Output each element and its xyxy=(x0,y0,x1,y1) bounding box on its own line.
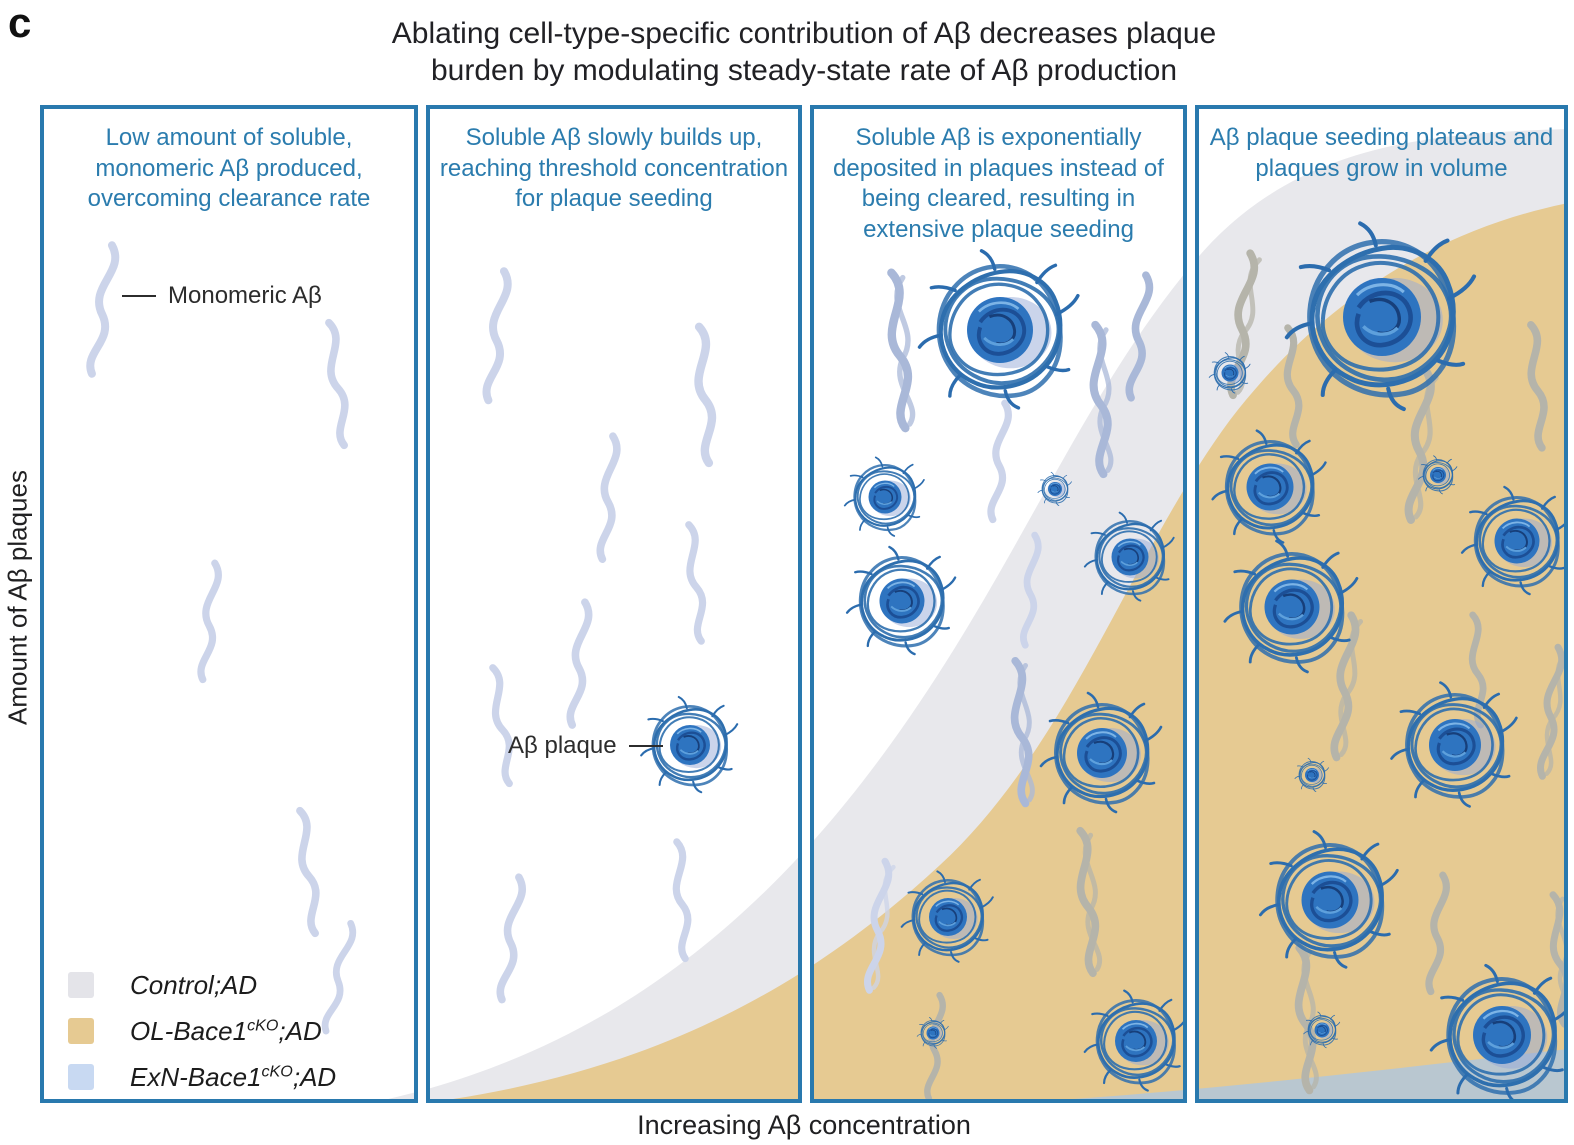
legend-label-ol-text: OL-Bace1 xyxy=(130,1015,248,1046)
panels-container: Low amount of soluble, monomeric Aβ prod… xyxy=(40,105,1568,1103)
panel-1-low-production: Low amount of soluble, monomeric Aβ prod… xyxy=(40,105,418,1103)
panel-4-header: Aβ plaque seeding plateaus and plaques g… xyxy=(1209,124,1554,182)
panel-3-canvas xyxy=(814,109,1183,1099)
monomeric-ab-label: Monomeric Aβ xyxy=(168,282,322,309)
monomeric-callout-line xyxy=(122,295,156,297)
legend-label-exn-bace1cko: ExN-Bace1cKO;AD xyxy=(130,1062,336,1093)
x-axis-label: Increasing Aβ concentration xyxy=(637,1110,971,1140)
legend-label-control-text: Control;AD xyxy=(130,969,258,1000)
panel-4-canvas xyxy=(1199,129,1564,1099)
monomeric-ab-callout: Monomeric Aβ xyxy=(122,282,322,310)
figure-letter-label: c xyxy=(8,0,32,46)
legend-swatch-control xyxy=(68,972,94,998)
legend-swatch-ol-bace1cko xyxy=(68,1018,94,1044)
legend-item-control: Control;AD xyxy=(68,962,336,1008)
legend-label-exn-text: ExN-Bace1 xyxy=(130,1061,262,1092)
panel-3-exponential-seeding: Soluble Aβ is exponentially deposited in… xyxy=(810,105,1187,1103)
ab-plaque-callout: Aβ plaque xyxy=(508,732,663,760)
panel-2-canvas xyxy=(430,109,798,1099)
legend-label-ol-suffix: ;AD xyxy=(278,1015,322,1046)
legend-item-ol-bace1cko: OL-Bace1cKO;AD xyxy=(68,1008,336,1054)
figure-title: Ablating cell-type-specific contribution… xyxy=(40,16,1568,89)
legend-label-exn-suffix: ;AD xyxy=(292,1061,337,1092)
panel-1-header: Low amount of soluble, monomeric Aβ prod… xyxy=(87,124,371,213)
panel-4-plateau: Aβ plaque seeding plateaus and plaques g… xyxy=(1195,105,1568,1103)
legend-label-control: Control;AD xyxy=(130,970,257,1001)
panel-1-canvas xyxy=(44,109,414,1099)
legend-swatch-exn-bace1cko xyxy=(68,1064,94,1090)
ab-plaque-label: Aβ plaque xyxy=(508,732,617,759)
panel-2-buildup: Soluble Aβ slowly builds up, reaching th… xyxy=(426,105,802,1103)
y-axis-label: Amount of Aβ plaques xyxy=(2,470,33,725)
legend-label-ol-bace1cko: OL-Bace1cKO;AD xyxy=(130,1016,322,1047)
genotype-legend: Control;AD OL-Bace1cKO;AD ExN-Bace1cKO;A… xyxy=(68,962,336,1100)
legend-label-exn-sup: cKO xyxy=(261,1061,293,1080)
legend-label-ol-sup: cKO xyxy=(247,1015,279,1034)
ab-plaque-callout-line xyxy=(628,745,663,747)
figure-title-line1: Ablating cell-type-specific contribution… xyxy=(391,17,1217,50)
panel-2-header: Soluble Aβ slowly builds up, reaching th… xyxy=(439,124,789,213)
figure-title-line2: burden by modulating steady-state rate o… xyxy=(430,53,1178,87)
legend-item-exn-bace1cko: ExN-Bace1cKO;AD xyxy=(68,1054,336,1100)
panel-3-header: Soluble Aβ is exponentially deposited in… xyxy=(833,124,1164,244)
